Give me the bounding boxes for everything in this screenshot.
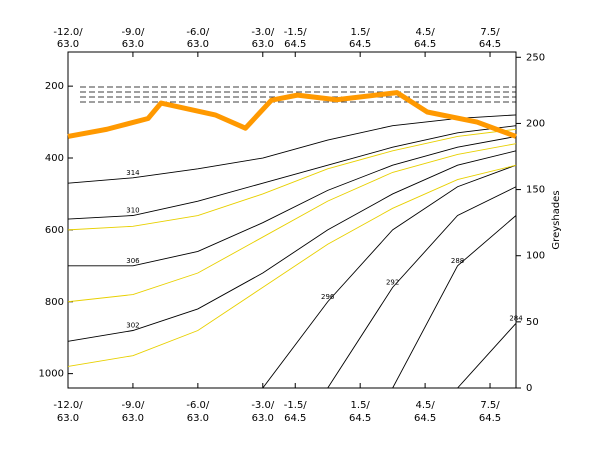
y-tick-label: 200 [45,81,64,92]
x-tick-label: 7.5/ [480,27,500,38]
contour-line [392,215,517,389]
x-tick-label: -6.0/ [186,27,210,38]
contour-line [262,164,517,389]
y-tick-label: 600 [45,225,64,236]
tropopause-line [67,90,517,139]
x-tick-sublabel: 64.5 [414,413,436,424]
contour-line [67,143,517,303]
contour-label: 292 [386,278,399,286]
plot-frame [67,51,517,389]
contour-line [67,114,517,184]
contour-label: 306 [126,257,140,265]
x-tick-sublabel: 64.5 [349,39,371,50]
x-tick-label: 1.5/ [351,400,371,411]
x-tick-label: 7.5/ [480,400,500,411]
y2-tick-label: 0 [526,383,532,394]
x-tick-sublabel: 64.5 [414,39,436,50]
y2-tick-label: 100 [526,251,545,262]
x-tick-label: -1.5/ [284,27,308,38]
y-tick-label: 1000 [39,369,64,380]
x-tick-label: -3.0/ [251,27,275,38]
contour-label: 288 [451,257,464,265]
x-tick-sublabel: 64.5 [284,413,306,424]
contour-label: 314 [126,169,140,177]
x-tick-sublabel: 64.5 [284,39,306,50]
contour-line [457,323,517,389]
x-tick-sublabel: 63.0 [187,413,209,424]
contour-line [67,125,517,220]
x-tick-label: -3.0/ [251,400,275,411]
x-tick-sublabel: 63.0 [252,39,274,50]
contour-label: 302 [126,322,139,330]
y2-tick-label: 200 [526,118,545,129]
x-tick-sublabel: 63.0 [122,413,144,424]
x-tick-sublabel: 64.5 [479,39,501,50]
x-tick-sublabel: 63.0 [187,39,209,50]
x-tick-label: -12.0/ [53,27,83,38]
x-tick-sublabel: 63.0 [122,39,144,50]
x-tick-label: 1.5/ [351,27,371,38]
y2-tick-label: 150 [526,185,545,196]
x-tick-label: -12.0/ [53,400,83,411]
x-tick-label: -9.0/ [121,400,145,411]
y-tick-label: 400 [45,153,64,164]
contour-line [327,186,517,389]
contour-line [68,136,517,267]
x-tick-sublabel: 64.5 [479,413,501,424]
x-tick-sublabel: 63.0 [57,39,79,50]
x-tick-sublabel: 64.5 [349,413,371,424]
contour-label: 296 [321,293,335,301]
contour-line [67,128,517,231]
y2-tick-label: 50 [526,317,539,328]
contour-label: 284 [509,314,523,322]
contour-label: 310 [126,207,139,215]
y2-axis-label: Greyshades [551,190,562,249]
x-tick-label: 4.5/ [415,400,435,411]
x-tick-sublabel: 63.0 [252,413,274,424]
contour-line [67,164,517,367]
y-tick-label: 800 [45,297,64,308]
x-tick-label: 4.5/ [415,27,435,38]
x-tick-sublabel: 63.0 [57,413,79,424]
x-tick-label: -9.0/ [121,27,145,38]
contour-line [67,150,517,342]
x-tick-label: -6.0/ [186,400,210,411]
y2-tick-label: 250 [526,52,545,63]
x-tick-label: -1.5/ [284,400,308,411]
